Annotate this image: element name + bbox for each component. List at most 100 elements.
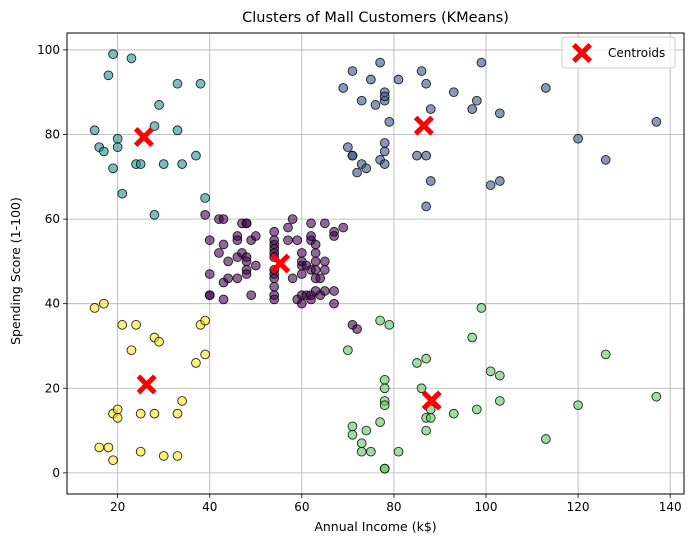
y-tick-label: 80 xyxy=(45,128,60,142)
cluster-2-point xyxy=(108,49,118,59)
cluster-1-point xyxy=(379,91,390,102)
cluster-2-point xyxy=(103,70,114,81)
y-tick-label: 60 xyxy=(45,212,60,226)
cluster-1-point xyxy=(600,155,611,165)
centroid-markers xyxy=(133,115,442,411)
x-tick-label: 20 xyxy=(110,500,125,514)
legend-label-centroids: Centroids xyxy=(608,46,665,60)
legend: Centroids xyxy=(561,36,676,69)
cluster-3-point xyxy=(448,408,459,419)
plot-frame xyxy=(66,32,685,495)
cluster-0-point xyxy=(204,290,215,301)
cluster-4-point xyxy=(172,408,183,419)
cluster-3-point xyxy=(416,383,427,394)
cluster-0-point xyxy=(338,222,349,233)
data-points xyxy=(89,49,662,474)
cluster-4-point xyxy=(131,319,141,330)
cluster-0-point xyxy=(218,214,229,224)
chart-title: Clusters of Mall Customers (KMeans) xyxy=(242,10,509,26)
cluster-3-point xyxy=(343,345,353,356)
cluster-2-point xyxy=(172,78,183,89)
cluster-1-point xyxy=(485,180,496,191)
cluster-2-point xyxy=(112,142,123,153)
cluster-1-point xyxy=(352,167,362,178)
cluster-1-point xyxy=(494,176,505,186)
cluster-3-point xyxy=(356,446,367,457)
cluster-0-point xyxy=(287,273,298,284)
cluster-4-point xyxy=(112,404,123,415)
cluster-3-point xyxy=(375,417,385,427)
cluster-0-point xyxy=(223,273,234,284)
cluster-0-point xyxy=(283,235,293,246)
y-tick-label: 40 xyxy=(45,297,60,311)
centroid-marker xyxy=(136,374,157,395)
cluster-1-point xyxy=(343,142,353,153)
centroid-marker xyxy=(413,115,434,136)
x-tick-label: 60 xyxy=(294,500,309,514)
cluster-1-point xyxy=(421,150,431,161)
cluster-0-point xyxy=(269,273,280,284)
cluster-0-point xyxy=(292,235,303,246)
cluster-0-point xyxy=(204,269,215,279)
centroid-marker xyxy=(270,253,291,274)
cluster-3-point xyxy=(412,358,422,368)
cluster-3-point xyxy=(541,434,551,444)
cluster-0-point xyxy=(246,290,257,301)
cluster-0-point xyxy=(296,248,307,258)
cluster-2-point xyxy=(172,125,183,136)
cluster-0-point xyxy=(329,286,339,296)
cluster-0-point xyxy=(269,281,280,292)
cluster-1-point xyxy=(416,66,427,76)
cluster-1-point xyxy=(379,146,390,157)
y-axis-label: Spending Score (1-100) xyxy=(8,197,23,345)
cluster-3-point xyxy=(375,315,385,326)
cluster-2-point xyxy=(191,150,201,161)
cluster-1-point xyxy=(361,163,372,174)
cluster-3-point xyxy=(651,391,662,402)
cluster-0-point xyxy=(296,298,307,309)
cluster-4-point xyxy=(154,336,164,347)
cluster-4-point xyxy=(112,413,123,423)
cluster-4-point xyxy=(172,451,183,461)
cluster-0-point xyxy=(352,324,362,334)
cluster-2-point xyxy=(135,159,146,169)
cluster-0-point xyxy=(320,256,330,267)
cluster-1-point xyxy=(379,138,390,148)
cluster-4-point xyxy=(135,408,146,419)
cluster-0-point xyxy=(204,235,215,246)
cluster-0-point xyxy=(320,286,330,296)
cluster-0-point xyxy=(250,260,261,271)
cluster-0-point xyxy=(232,273,243,284)
cluster-1-point xyxy=(366,74,376,85)
cluster-4-point xyxy=(135,446,146,457)
cluster-1-point xyxy=(379,159,390,169)
cluster-3-point xyxy=(421,353,431,364)
cluster-4-point xyxy=(108,455,118,466)
cluster-4-point xyxy=(158,451,169,461)
cluster-0-point xyxy=(223,256,234,267)
legend-centroid-marker xyxy=(572,43,592,63)
cluster-0-point xyxy=(296,269,307,279)
cluster-4-point xyxy=(177,396,187,406)
x-tick-label: 80 xyxy=(386,500,401,514)
cluster-0-point xyxy=(218,294,229,305)
cluster-1-point xyxy=(347,66,358,76)
cluster-3-point xyxy=(425,413,436,423)
cluster-3-point xyxy=(467,332,478,343)
cluster-1-point xyxy=(494,108,505,119)
cluster-0-point xyxy=(310,239,321,250)
cluster-0-point xyxy=(283,222,293,233)
cluster-4-point xyxy=(94,442,105,453)
cluster-4-point xyxy=(200,349,210,360)
cluster-2-point xyxy=(195,78,206,89)
cluster-3-point xyxy=(379,374,390,385)
cluster-2-point xyxy=(154,100,164,110)
cluster-3-point xyxy=(379,400,390,411)
axis-ticks: 20 40 60 80 100 120 140 0 20 40 60 80 100 xyxy=(37,43,682,514)
cluster-1-point xyxy=(448,87,459,98)
cluster-0-point xyxy=(232,235,243,246)
cluster-0-point xyxy=(329,298,339,309)
cluster-1-point xyxy=(421,78,431,89)
cluster-4-point xyxy=(117,319,128,330)
cluster-1-point xyxy=(384,116,395,127)
